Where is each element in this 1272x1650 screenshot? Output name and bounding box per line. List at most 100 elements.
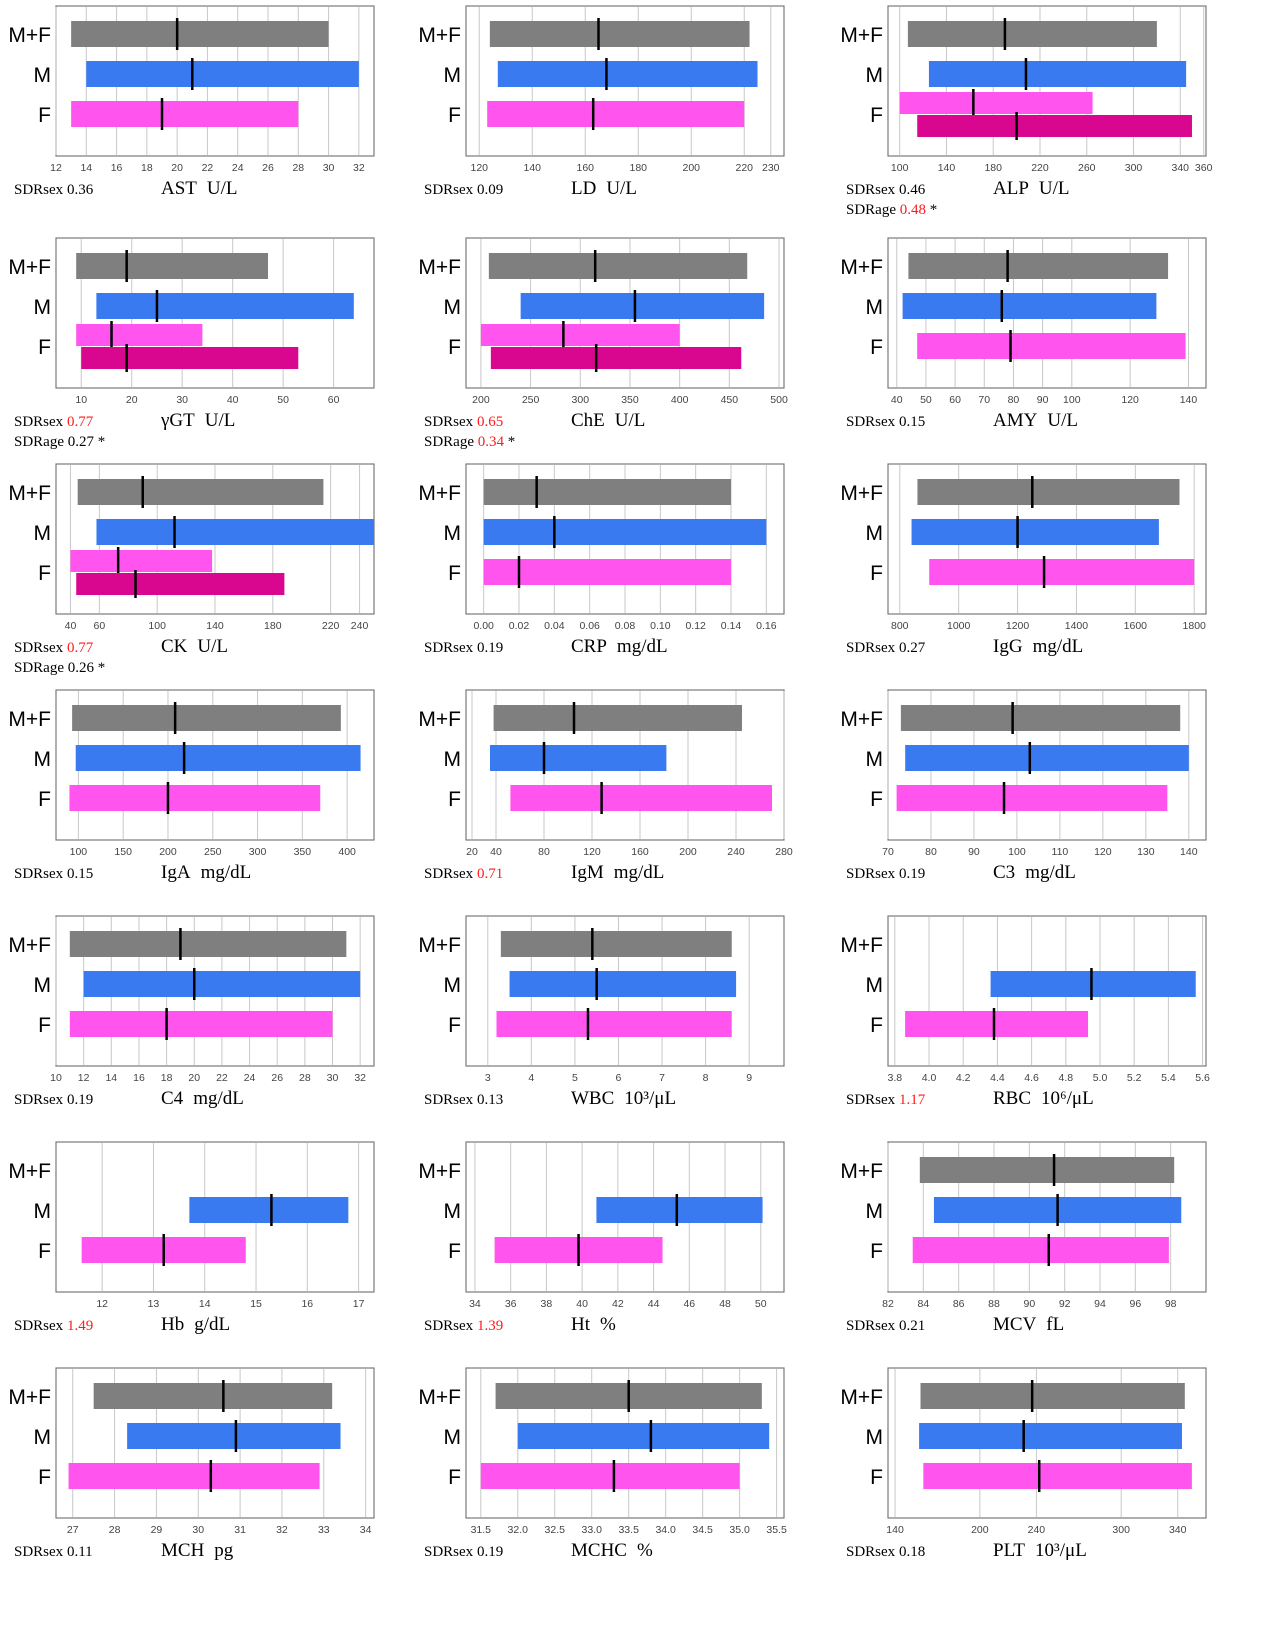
chart-title-analyte: AMY bbox=[993, 410, 1038, 431]
chart-title: LD U/L bbox=[571, 178, 637, 199]
range-bar-mf bbox=[69, 931, 347, 957]
sdr-sex-text: SDRsex 0.65 bbox=[424, 414, 503, 430]
group-label-mf: M+F bbox=[840, 24, 883, 47]
sdr-sex-label: SDRsex bbox=[846, 182, 899, 198]
group-label-m: M bbox=[444, 748, 462, 771]
x-tick-label: 14 bbox=[80, 162, 92, 174]
group-label-f: F bbox=[448, 1240, 461, 1263]
chart-title: Hb g/dL bbox=[161, 1314, 230, 1335]
group-label-m: M bbox=[444, 1200, 462, 1223]
chart-title-analyte: IgM bbox=[571, 862, 604, 883]
sdr-sex-label: SDRsex bbox=[14, 1544, 67, 1560]
group-label-mf: M+F bbox=[840, 482, 883, 505]
x-tick-label: 32 bbox=[353, 162, 365, 174]
group-label-mf: M+F bbox=[840, 1160, 883, 1183]
range-bar-f bbox=[923, 1463, 1192, 1489]
x-tick-label: 42 bbox=[612, 1298, 624, 1310]
chart-title-unit: % bbox=[600, 1314, 616, 1335]
group-label-m: M bbox=[866, 748, 884, 771]
chart-title-unit: U/L bbox=[1047, 410, 1078, 431]
sdr-sex-value: 0.19 bbox=[67, 1092, 93, 1108]
sdr-sex-label: SDRsex bbox=[14, 414, 67, 430]
sdr-sex-text: SDRsex 0.27 bbox=[846, 640, 926, 656]
chart-panel-wbc: 3 4 5 6 7 8 9 M+F MF SDRsex 0.13 WBC 10³/μL bbox=[418, 915, 785, 1109]
x-tick-label: 1000 bbox=[947, 620, 971, 632]
x-tick-label: 300 bbox=[572, 394, 590, 406]
group-label-f: F bbox=[448, 562, 461, 585]
group-label-f: F bbox=[38, 1240, 51, 1263]
group-label-f: F bbox=[38, 336, 51, 359]
group-label-mf: M+F bbox=[8, 708, 51, 731]
group-label-m: M bbox=[866, 522, 884, 545]
x-tick-label: 0.02 bbox=[509, 620, 530, 632]
x-tick-label: 120 bbox=[470, 162, 488, 174]
chart-title-analyte: MCHC bbox=[571, 1540, 627, 1561]
chart-title-unit: 10³/μL bbox=[1035, 1540, 1087, 1561]
group-label-f: F bbox=[448, 788, 461, 811]
x-tick-label: 96 bbox=[1129, 1298, 1141, 1310]
x-tick-label: 120 bbox=[1121, 394, 1139, 406]
range-bar-f-older bbox=[917, 115, 1192, 137]
sdr-age-asterisk: * bbox=[94, 434, 105, 450]
sdr-sex-value: 1.17 bbox=[899, 1092, 926, 1108]
chart-title: WBC 10³/μL bbox=[571, 1088, 676, 1109]
chart-title-unit: pg bbox=[214, 1540, 234, 1561]
range-bar-f bbox=[905, 1011, 1089, 1037]
sdr-age-asterisk: * bbox=[504, 434, 515, 450]
x-tick-label: 38 bbox=[541, 1298, 553, 1310]
range-bar-f bbox=[896, 785, 1168, 811]
range-bar-mf bbox=[71, 21, 329, 47]
range-bar-m bbox=[509, 971, 737, 997]
x-tick-label: 32.5 bbox=[545, 1524, 566, 1536]
x-tick-label: 200 bbox=[159, 846, 177, 858]
range-bar-mf bbox=[488, 253, 748, 279]
range-bar-m bbox=[490, 745, 667, 771]
range-bar-m bbox=[83, 971, 361, 997]
x-tick-label: 26 bbox=[271, 1072, 283, 1084]
chart-panel-ht: 34 36 38 40 42 44 46 48 50 M+F MF SDRsex 1.39 Ht% bbox=[418, 1141, 785, 1335]
x-tick-label: 34 bbox=[360, 1524, 372, 1536]
chart-panel-amy: 40 50 60 70 80 90 100 120 140 M+F MF SDRsex 0.15 AMY… bbox=[840, 237, 1207, 431]
chart-title: MCV fL bbox=[993, 1314, 1064, 1335]
chart-title-unit: U/L bbox=[606, 178, 637, 199]
chart-title: ChE U/L bbox=[571, 410, 645, 431]
x-tick-label: 250 bbox=[204, 846, 222, 858]
sdr-sex-text: SDRsex 0.77 bbox=[14, 414, 94, 430]
x-tick-label: 35.5 bbox=[766, 1524, 787, 1536]
sdr-sex-label: SDRsex bbox=[14, 640, 67, 656]
range-bar-mf bbox=[483, 479, 731, 505]
chart-title-unit: U/L bbox=[1039, 178, 1070, 199]
x-tick-label: 84 bbox=[917, 1298, 929, 1310]
x-tick-label: 160 bbox=[576, 162, 594, 174]
group-label-mf: M+F bbox=[840, 934, 883, 957]
x-tick-label: 24 bbox=[232, 162, 244, 174]
sdr-sex-text: SDRsex 0.46 bbox=[846, 182, 926, 198]
sdr-sex-label: SDRsex bbox=[424, 414, 477, 430]
chart-title: MCH pg bbox=[161, 1540, 234, 1561]
x-tick-label: 33.0 bbox=[582, 1524, 603, 1536]
x-tick-label: 5.6 bbox=[1195, 1072, 1210, 1084]
group-label-mf: M+F bbox=[418, 934, 461, 957]
sdr-sex-label: SDRsex bbox=[424, 182, 477, 198]
x-tick-label: 100 bbox=[70, 846, 88, 858]
sdr-sex-label: SDRsex bbox=[424, 640, 477, 656]
x-tick-label: 18 bbox=[141, 162, 153, 174]
chart-title: Ht% bbox=[571, 1314, 616, 1335]
sdr-sex-text: SDRsex 0.36 bbox=[14, 182, 94, 198]
sdr-sex-text: SDRsex 0.21 bbox=[846, 1318, 925, 1334]
chart-panel-igg: 800 1000 1200 1400 1600 1800 M+F MF SDRsex 0.27 I… bbox=[840, 463, 1207, 657]
range-bar-f bbox=[483, 559, 731, 585]
sdr-sex-value: 0.11 bbox=[67, 1544, 93, 1560]
range-bar-m bbox=[189, 1197, 349, 1223]
x-tick-label: 400 bbox=[338, 846, 356, 858]
x-tick-label: 150 bbox=[114, 846, 132, 858]
chart-title-unit: mg/dL bbox=[201, 862, 252, 883]
x-tick-label: 15 bbox=[250, 1298, 262, 1310]
sdr-age-label: SDRage bbox=[14, 434, 68, 450]
x-tick-label: 50 bbox=[277, 394, 289, 406]
x-tick-label: 80 bbox=[1008, 394, 1020, 406]
chart-title: IgA mg/dL bbox=[161, 862, 251, 883]
range-bar-m bbox=[928, 61, 1187, 87]
sdr-sex-value: 0.19 bbox=[477, 640, 503, 656]
x-tick-label: 240 bbox=[1028, 1524, 1046, 1536]
